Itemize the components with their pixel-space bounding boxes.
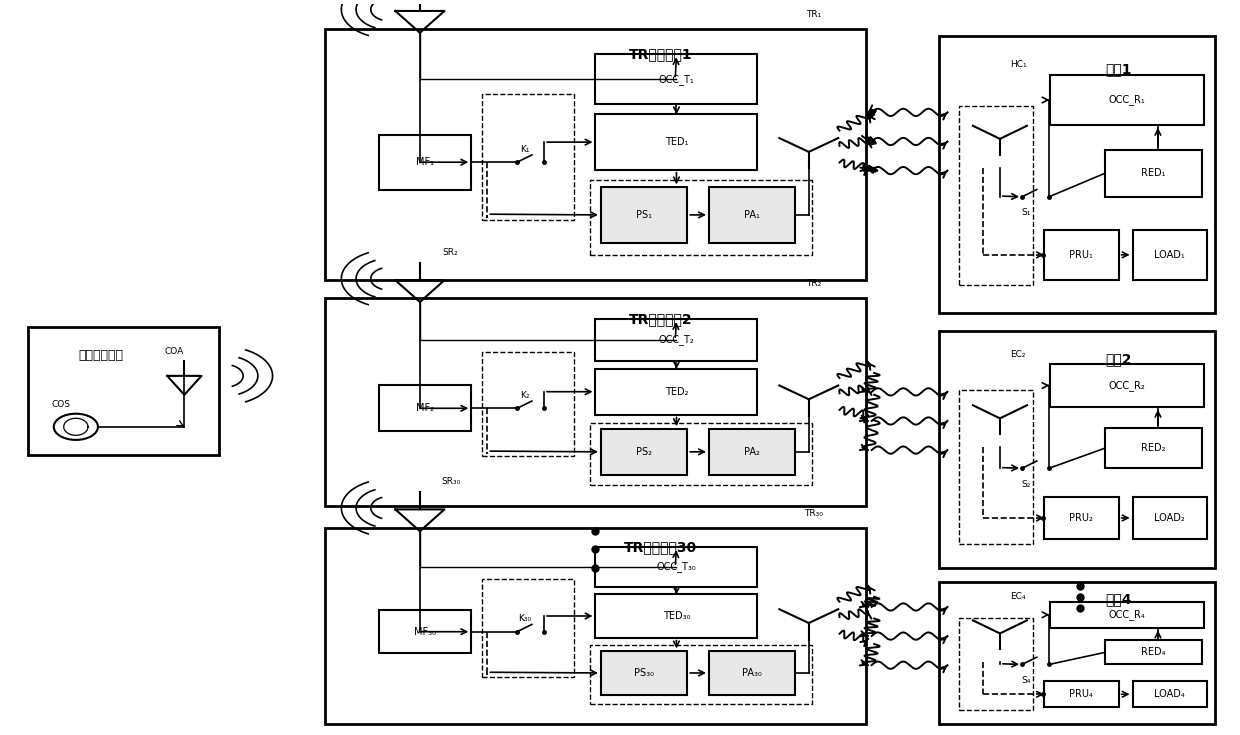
- Bar: [601, 187, 687, 243]
- Text: OCC_T₁: OCC_T₁: [658, 74, 694, 85]
- Text: MF₁: MF₁: [417, 157, 434, 167]
- Text: 用户2: 用户2: [1106, 353, 1132, 367]
- Text: S₄: S₄: [1021, 676, 1030, 685]
- Text: COA: COA: [165, 347, 184, 356]
- Text: TR输能装置1: TR输能装置1: [629, 47, 692, 61]
- Bar: [1044, 230, 1118, 280]
- Bar: [939, 37, 1215, 313]
- Bar: [1049, 75, 1204, 125]
- Bar: [1049, 602, 1204, 628]
- Text: TED₁: TED₁: [665, 137, 688, 147]
- Bar: [959, 106, 1033, 285]
- Text: OCC_T₃₀: OCC_T₃₀: [657, 562, 697, 573]
- Text: PRU₂: PRU₂: [1069, 513, 1094, 523]
- Text: RED₂: RED₂: [1141, 443, 1166, 453]
- Bar: [482, 578, 574, 677]
- Text: LOAD₁: LOAD₁: [1154, 250, 1185, 260]
- Bar: [590, 423, 811, 485]
- Bar: [709, 651, 795, 695]
- Text: RED₁: RED₁: [1141, 168, 1166, 179]
- Text: OCC_T₂: OCC_T₂: [658, 334, 694, 345]
- Text: EC₄: EC₄: [1011, 592, 1027, 600]
- Text: RED₄: RED₄: [1141, 648, 1166, 657]
- Bar: [959, 617, 1033, 710]
- Text: PA₃₀: PA₃₀: [743, 668, 763, 678]
- Text: 用户4: 用户4: [1106, 592, 1132, 606]
- Bar: [595, 369, 758, 415]
- Text: PRU₄: PRU₄: [1069, 689, 1094, 699]
- Bar: [482, 94, 574, 220]
- Bar: [325, 528, 866, 724]
- Text: PA₁: PA₁: [744, 210, 760, 220]
- Bar: [1049, 365, 1204, 406]
- Text: 无线共源装置: 无线共源装置: [78, 349, 123, 362]
- Bar: [1132, 681, 1207, 707]
- Bar: [595, 548, 758, 587]
- Text: PRU₁: PRU₁: [1069, 250, 1094, 260]
- Bar: [595, 319, 758, 361]
- Text: OCC_R₄: OCC_R₄: [1109, 609, 1146, 620]
- Text: TR₂: TR₂: [806, 279, 821, 288]
- Bar: [325, 29, 866, 280]
- Bar: [601, 429, 687, 475]
- Bar: [1105, 640, 1202, 664]
- Text: PS₂: PS₂: [636, 447, 652, 457]
- Bar: [939, 582, 1215, 724]
- Bar: [1105, 428, 1202, 468]
- Bar: [595, 54, 758, 104]
- Bar: [595, 595, 758, 637]
- Text: SR₃₀: SR₃₀: [441, 477, 460, 487]
- Text: TED₃₀: TED₃₀: [662, 611, 691, 621]
- Bar: [959, 390, 1033, 544]
- Text: PS₃₀: PS₃₀: [634, 668, 653, 678]
- Text: HC₁: HC₁: [1011, 60, 1027, 68]
- Text: LOAD₄: LOAD₄: [1154, 689, 1185, 699]
- Text: SR₂: SR₂: [443, 248, 459, 257]
- Text: K₃₀: K₃₀: [518, 614, 531, 623]
- Text: TED₂: TED₂: [665, 387, 688, 397]
- Text: COS: COS: [52, 401, 71, 409]
- Bar: [1044, 681, 1118, 707]
- Text: LOAD₂: LOAD₂: [1154, 513, 1185, 523]
- Text: S₁: S₁: [1021, 208, 1030, 218]
- Bar: [1132, 497, 1207, 539]
- Bar: [379, 135, 471, 190]
- Text: TR输能装置30: TR输能装置30: [624, 540, 697, 554]
- Bar: [482, 352, 574, 456]
- Text: PA₂: PA₂: [744, 447, 760, 457]
- Bar: [1044, 497, 1118, 539]
- Bar: [590, 180, 811, 255]
- Text: MF₃₀: MF₃₀: [414, 627, 436, 637]
- Bar: [379, 385, 471, 431]
- Text: TR₁: TR₁: [806, 10, 821, 19]
- Text: EC₂: EC₂: [1011, 351, 1027, 359]
- Text: S₂: S₂: [1021, 480, 1030, 489]
- Bar: [939, 331, 1215, 567]
- Text: K₂: K₂: [520, 391, 529, 400]
- Text: OCC_R₁: OCC_R₁: [1109, 95, 1146, 105]
- Text: TR₃₀: TR₃₀: [805, 509, 823, 517]
- Bar: [709, 429, 795, 475]
- Text: OCC_R₂: OCC_R₂: [1109, 380, 1146, 391]
- Text: 用户1: 用户1: [1106, 62, 1132, 76]
- Bar: [601, 651, 687, 695]
- Bar: [325, 298, 866, 506]
- Bar: [595, 115, 758, 170]
- Bar: [1132, 230, 1207, 280]
- Bar: [709, 187, 795, 243]
- Bar: [29, 328, 218, 455]
- Bar: [379, 610, 471, 653]
- Text: PS₁: PS₁: [636, 210, 652, 220]
- Text: TR输能装置2: TR输能装置2: [629, 312, 692, 326]
- Bar: [590, 645, 811, 704]
- Text: K₁: K₁: [520, 145, 529, 154]
- Text: MF₂: MF₂: [417, 404, 434, 413]
- Bar: [1105, 150, 1202, 197]
